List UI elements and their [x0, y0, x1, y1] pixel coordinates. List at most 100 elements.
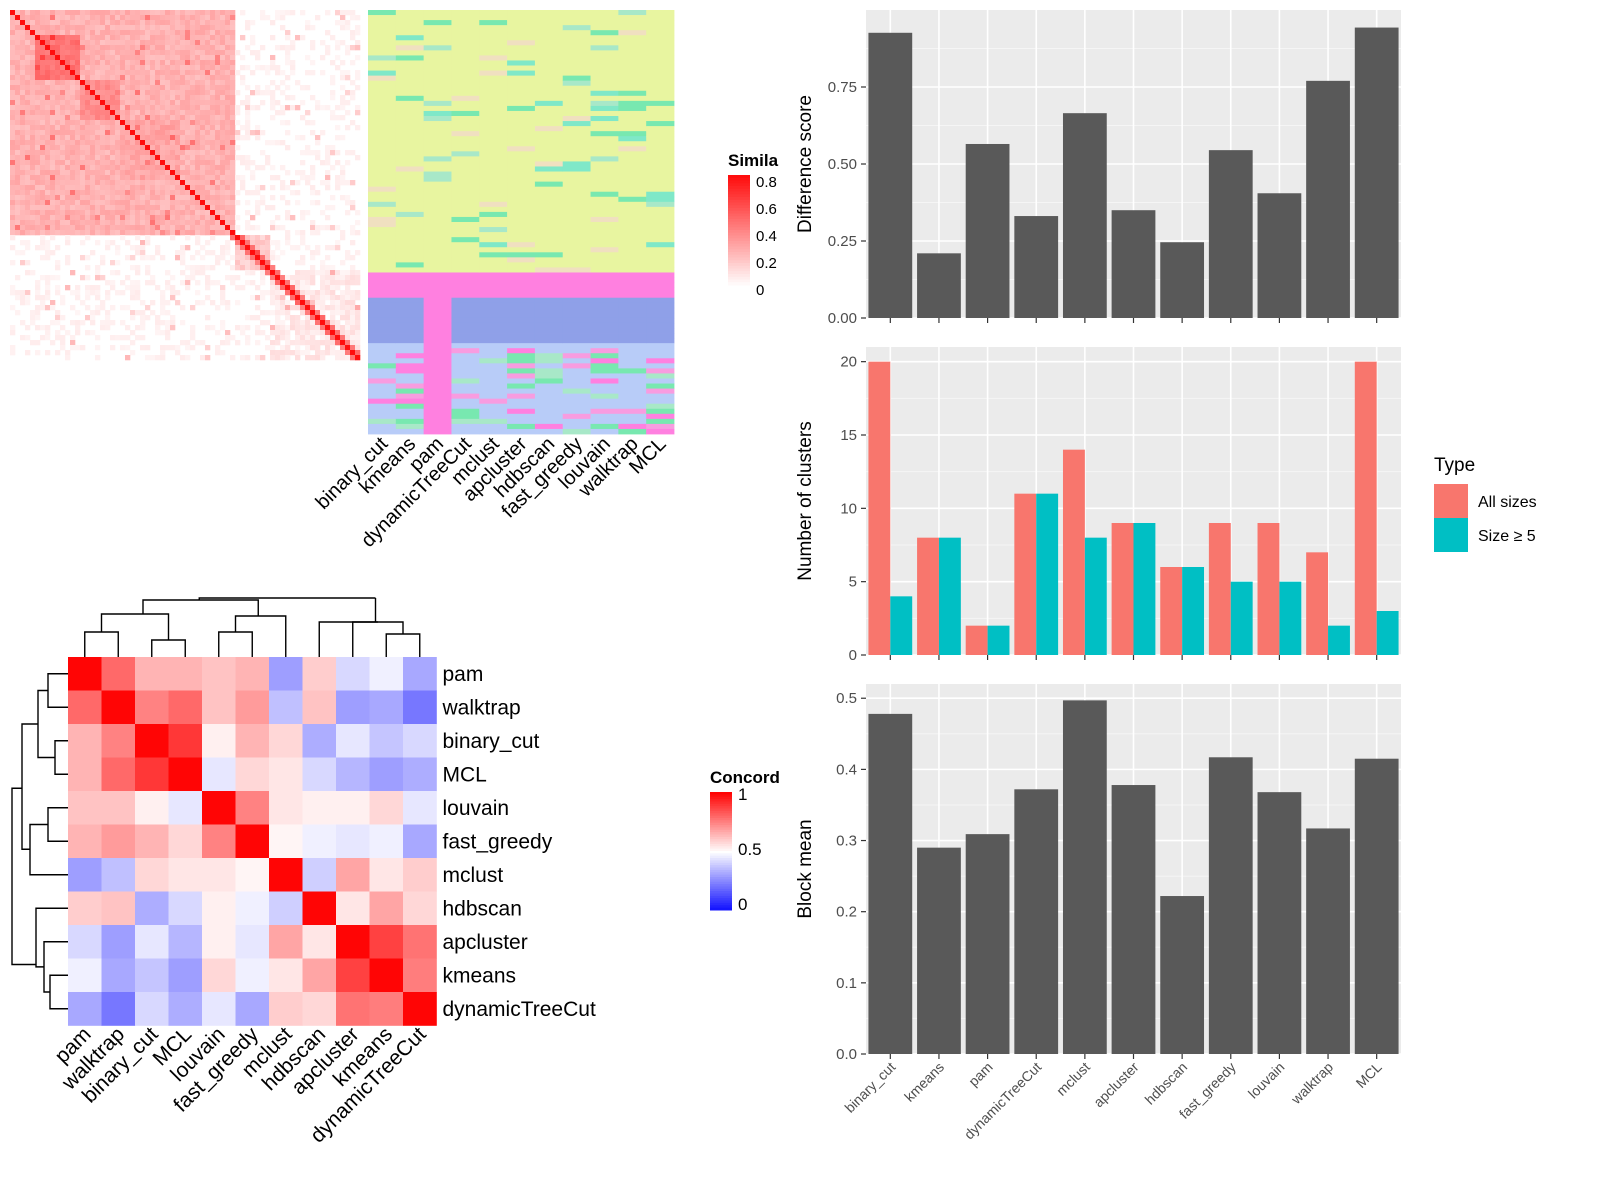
assignment-cell [562, 110, 591, 117]
assignment-cell [479, 90, 508, 97]
assignment-cell [368, 338, 397, 344]
similarity-cell [230, 115, 236, 121]
similarity-cell [75, 290, 81, 296]
assignment-cell [562, 403, 591, 410]
similarity-cell [145, 265, 151, 271]
similarity-cell [140, 65, 146, 71]
assignment-cell [590, 317, 619, 324]
dendrogram-branch [43, 941, 68, 993]
similarity-cell [220, 245, 226, 251]
similarity-cell [250, 190, 256, 196]
bar-size-ge-5 [1182, 567, 1205, 655]
similarity-cell [45, 130, 51, 136]
similarity-cell [205, 220, 211, 226]
assignment-cell [451, 242, 480, 248]
concordance-cell [168, 724, 203, 758]
similarity-cell [30, 70, 36, 76]
similarity-cell [240, 285, 246, 291]
assignment-cell [618, 186, 647, 193]
similarity-cell [305, 70, 311, 76]
assignment-cell [534, 20, 564, 26]
assignment-cell [562, 297, 591, 304]
similarity-cell [305, 290, 311, 296]
similarity-cell [70, 125, 76, 131]
similarity-cell [195, 90, 201, 96]
similarity-cell [155, 90, 161, 96]
similarity-cell [195, 120, 201, 126]
assignment-cell [368, 45, 397, 51]
assignment-cell [395, 85, 425, 92]
similarity-cell [200, 190, 206, 196]
assignment-cell [479, 358, 508, 364]
concordance-cell [101, 690, 136, 725]
similarity-cell [15, 215, 21, 221]
similarity-cell [70, 105, 76, 111]
similarity-cell [55, 175, 61, 181]
assignment-cell [590, 55, 619, 61]
similarity-cell [155, 195, 161, 201]
assignment-cell [590, 252, 619, 258]
similarity-cell [105, 160, 111, 166]
similarity-cell [235, 190, 241, 196]
dendrogram-branch [318, 621, 378, 657]
similarity-cell [245, 135, 251, 141]
similarity-cell [50, 220, 56, 226]
similarity-cell [340, 20, 346, 26]
similarity-cell [85, 45, 91, 51]
assignment-cell [368, 131, 397, 137]
assignment-cell [618, 70, 647, 77]
similarity-legend-swatch [728, 265, 750, 269]
similarity-cell [210, 55, 216, 61]
concordance-cell [302, 690, 337, 725]
assignment-cell [646, 348, 675, 354]
similarity-cell [245, 315, 251, 321]
similarity-cell [195, 210, 201, 216]
concordance-cell [101, 724, 136, 758]
similarity-cell [345, 110, 351, 116]
similarity-cell [140, 325, 146, 331]
similarity-cell [210, 135, 216, 141]
similarity-cell [150, 200, 156, 206]
similarity-cell [170, 230, 176, 236]
similarity-cell [165, 45, 171, 51]
similarity-cell [150, 35, 156, 41]
similarity-cell [110, 125, 116, 131]
similarity-cell [235, 250, 241, 256]
similarity-cell [230, 255, 236, 261]
similarity-cell [160, 100, 166, 106]
similarity-cell [125, 75, 131, 81]
similarity-cell [30, 80, 36, 86]
assignment-cell [534, 282, 564, 289]
similarity-cell [185, 145, 191, 151]
similarity-cell [275, 280, 281, 286]
similarity-cell [235, 240, 241, 246]
similarity-cell [300, 300, 306, 306]
similarity-cell [105, 80, 111, 86]
similarity-cell [245, 25, 251, 31]
similarity-cell [165, 25, 171, 31]
similarity-cell [335, 45, 341, 51]
bar [1208, 150, 1253, 318]
similarity-cell [290, 285, 296, 291]
similarity-cell [70, 10, 76, 16]
assignment-cell [618, 85, 647, 92]
similarity-cell [145, 165, 151, 171]
similarity-cell [175, 345, 181, 351]
similarity-cell [335, 330, 341, 336]
similarity-cell [190, 335, 196, 341]
similarity-cell [205, 50, 211, 56]
bar-size-ge-5 [1279, 581, 1302, 655]
similarity-cell [80, 10, 86, 16]
similarity-cell [30, 270, 36, 276]
similarity-cell [210, 35, 216, 41]
assignment-cell [368, 60, 397, 66]
similarity-cell [180, 90, 186, 96]
assignment-cell [562, 116, 591, 122]
similarity-cell [170, 120, 176, 126]
similarity-cell [335, 350, 341, 356]
similarity-cell [25, 230, 31, 236]
assignment-cell [368, 307, 397, 314]
similarity-cell [290, 95, 296, 101]
similarity-cell [40, 130, 46, 136]
similarity-cell [140, 110, 146, 116]
